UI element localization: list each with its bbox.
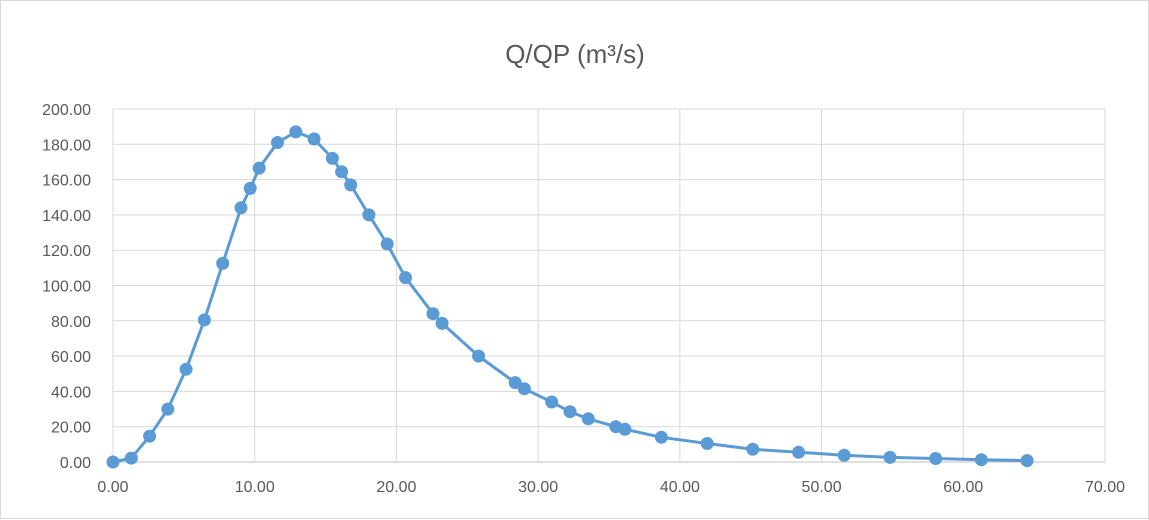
- y-tick-label: 140.00: [42, 208, 91, 225]
- data-point: [216, 256, 230, 270]
- data-point: [426, 307, 440, 321]
- x-axis-ticks: 0.00 10.00 20.00 30.00 40.00 50.00 60.00 70.00: [97, 479, 1125, 496]
- data-point: [325, 151, 339, 165]
- data-point: [654, 430, 668, 444]
- data-point: [362, 208, 376, 222]
- y-tick-label: 160.00: [42, 173, 91, 190]
- y-tick-label: 40.00: [51, 384, 91, 401]
- data-point: [106, 455, 120, 469]
- data-point: [837, 448, 851, 462]
- data-point: [307, 132, 321, 146]
- data-point: [124, 451, 138, 465]
- data-point: [179, 362, 193, 376]
- data-point: [289, 125, 303, 139]
- data-point: [974, 453, 988, 467]
- data-point: [252, 161, 266, 175]
- data-point: [335, 165, 349, 179]
- data-point: [563, 405, 577, 419]
- data-point: [929, 452, 943, 465]
- data-point: [581, 412, 595, 426]
- x-tick-label: 50.00: [802, 479, 842, 496]
- data-point: [883, 450, 897, 464]
- data-point: [161, 402, 175, 416]
- data-point: [700, 437, 714, 450]
- data-point: [508, 376, 522, 390]
- x-tick-label: 20.00: [376, 479, 416, 496]
- data-point: [472, 349, 486, 363]
- data-point: [344, 178, 358, 192]
- x-tick-label: 60.00: [943, 479, 983, 496]
- data-point: [243, 181, 257, 195]
- y-tick-label: 60.00: [51, 349, 91, 366]
- data-point: [435, 316, 449, 330]
- y-tick-label: 20.00: [51, 420, 91, 437]
- data-point: [271, 136, 284, 149]
- data-point: [618, 422, 632, 436]
- x-tick-label: 0.00: [97, 479, 128, 496]
- data-point: [545, 395, 559, 409]
- data-point: [234, 201, 248, 215]
- data-point: [792, 445, 806, 459]
- gridlines: [112, 108, 1106, 463]
- data-points: [106, 125, 1034, 469]
- data-point: [517, 382, 531, 396]
- y-tick-label: 180.00: [42, 137, 91, 154]
- y-tick-label: 80.00: [51, 314, 91, 331]
- x-tick-label: 40.00: [660, 479, 700, 496]
- x-tick-label: 30.00: [518, 479, 558, 496]
- y-axis-ticks: 0.00 20.00 40.00 60.00 80.00 100.00 120.00 140.…: [42, 102, 91, 472]
- data-point: [197, 313, 211, 327]
- y-tick-label: 0.00: [60, 455, 91, 472]
- series-line: [112, 130, 1028, 464]
- y-tick-label: 100.00: [42, 279, 91, 296]
- data-point: [143, 429, 157, 443]
- x-tick-label: 70.00: [1085, 479, 1125, 496]
- data-point: [746, 442, 760, 456]
- data-point: [380, 237, 394, 251]
- y-tick-label: 120.00: [42, 243, 91, 260]
- data-point: [1020, 454, 1034, 468]
- data-point: [399, 271, 412, 285]
- chart-title: Q/QP (m³/s): [505, 39, 645, 69]
- y-tick-label: 200.00: [42, 102, 91, 119]
- x-tick-label: 10.00: [235, 479, 275, 496]
